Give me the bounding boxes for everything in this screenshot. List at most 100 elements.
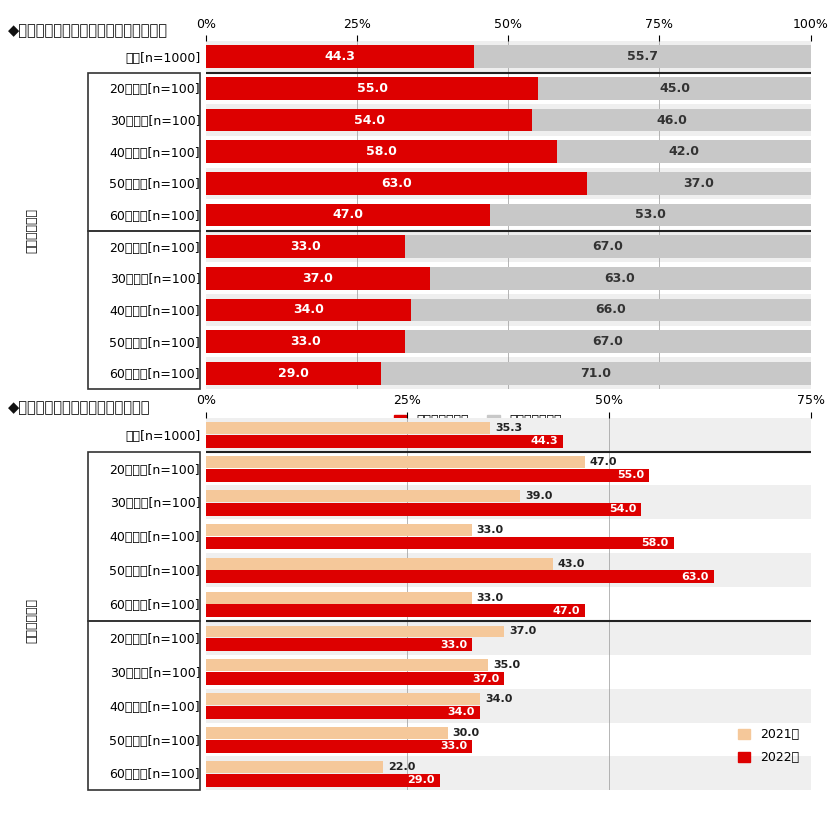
Text: 66.0: 66.0 bbox=[596, 303, 627, 316]
Text: 男女・年代別: 男女・年代別 bbox=[25, 208, 39, 253]
Text: 67.0: 67.0 bbox=[592, 335, 623, 348]
Bar bbox=[206, 536, 674, 550]
Text: 35.0: 35.0 bbox=[493, 660, 520, 670]
Text: 37.0: 37.0 bbox=[509, 627, 536, 636]
Bar bbox=[206, 299, 412, 321]
Bar bbox=[206, 109, 533, 132]
Text: 55.7: 55.7 bbox=[627, 50, 658, 63]
Bar bbox=[206, 722, 811, 757]
Bar bbox=[206, 73, 811, 104]
Bar bbox=[206, 519, 811, 553]
Bar bbox=[206, 740, 472, 753]
Bar bbox=[206, 168, 811, 199]
Text: 34.0: 34.0 bbox=[485, 695, 512, 704]
Text: 55.0: 55.0 bbox=[617, 470, 644, 480]
Text: 29.0: 29.0 bbox=[407, 775, 435, 785]
Text: ◆これまでに車中泊をしたことがあるか: ◆これまでに車中泊をしたことがあるか bbox=[8, 23, 168, 38]
Text: 男女・年代別: 男女・年代別 bbox=[25, 599, 39, 644]
Bar bbox=[406, 235, 811, 258]
Bar bbox=[206, 486, 811, 519]
Bar bbox=[381, 362, 811, 385]
Bar bbox=[206, 140, 557, 163]
Text: 53.0: 53.0 bbox=[635, 209, 666, 221]
Bar bbox=[206, 435, 563, 448]
Bar bbox=[206, 172, 587, 195]
Bar bbox=[206, 267, 429, 290]
Bar bbox=[206, 418, 811, 451]
Bar bbox=[587, 172, 811, 195]
Bar bbox=[206, 330, 406, 353]
Text: 37.0: 37.0 bbox=[302, 272, 333, 285]
Bar bbox=[206, 326, 811, 357]
Bar bbox=[206, 136, 811, 168]
Text: 63.0: 63.0 bbox=[381, 177, 412, 190]
Bar bbox=[206, 659, 488, 672]
Bar bbox=[206, 456, 585, 468]
Bar bbox=[206, 604, 585, 618]
Bar bbox=[206, 655, 811, 689]
Text: 43.0: 43.0 bbox=[558, 559, 585, 568]
Bar bbox=[206, 706, 480, 719]
Bar bbox=[206, 262, 811, 294]
Bar bbox=[206, 524, 472, 536]
Bar bbox=[206, 77, 538, 100]
Bar bbox=[206, 638, 472, 651]
Text: 37.0: 37.0 bbox=[683, 177, 714, 190]
Bar bbox=[206, 468, 649, 482]
Bar bbox=[206, 362, 381, 385]
Text: 47.0: 47.0 bbox=[333, 209, 364, 221]
Text: 33.0: 33.0 bbox=[290, 240, 321, 253]
Text: 58.0: 58.0 bbox=[365, 145, 396, 158]
Text: 55.0: 55.0 bbox=[357, 82, 387, 95]
Bar bbox=[429, 267, 811, 290]
Bar bbox=[206, 204, 490, 226]
Text: 47.0: 47.0 bbox=[590, 457, 617, 467]
Bar bbox=[206, 503, 641, 516]
Text: 54.0: 54.0 bbox=[609, 505, 637, 514]
Bar bbox=[412, 299, 811, 321]
Bar bbox=[206, 294, 811, 326]
Legend: したことがある, したことはない: したことがある, したことはない bbox=[389, 410, 567, 432]
Text: 47.0: 47.0 bbox=[553, 606, 580, 616]
Bar bbox=[206, 693, 480, 705]
Text: 34.0: 34.0 bbox=[293, 303, 324, 316]
Text: 34.0: 34.0 bbox=[448, 708, 475, 717]
Bar bbox=[206, 231, 811, 262]
Text: 58.0: 58.0 bbox=[642, 538, 669, 548]
Bar bbox=[206, 672, 504, 685]
Bar bbox=[206, 761, 383, 773]
Bar bbox=[206, 571, 714, 583]
Text: 29.0: 29.0 bbox=[278, 367, 309, 380]
Bar bbox=[206, 104, 811, 136]
Text: 63.0: 63.0 bbox=[681, 572, 709, 582]
Text: 33.0: 33.0 bbox=[477, 593, 504, 603]
Text: 37.0: 37.0 bbox=[472, 673, 499, 684]
Text: 54.0: 54.0 bbox=[354, 114, 385, 127]
Bar bbox=[206, 626, 504, 637]
Bar bbox=[206, 45, 474, 68]
Bar bbox=[406, 330, 811, 353]
Bar bbox=[474, 45, 811, 68]
Bar bbox=[206, 591, 472, 604]
Bar bbox=[206, 774, 439, 786]
Bar bbox=[533, 109, 811, 132]
Bar bbox=[557, 140, 811, 163]
Text: 63.0: 63.0 bbox=[605, 272, 636, 285]
Text: 35.3: 35.3 bbox=[496, 423, 522, 433]
Bar bbox=[206, 199, 811, 231]
Text: 33.0: 33.0 bbox=[290, 335, 321, 348]
Bar bbox=[206, 41, 811, 73]
Bar bbox=[206, 553, 811, 587]
Bar bbox=[206, 558, 553, 570]
Text: 44.3: 44.3 bbox=[324, 50, 355, 63]
Text: ◆車中泊をしたことがある人の割合: ◆車中泊をしたことがある人の割合 bbox=[8, 400, 151, 414]
Legend: 2021年, 2022年: 2021年, 2022年 bbox=[732, 723, 805, 769]
Text: 33.0: 33.0 bbox=[440, 640, 467, 649]
Text: 46.0: 46.0 bbox=[656, 114, 687, 127]
Bar bbox=[206, 587, 811, 621]
Text: 67.0: 67.0 bbox=[592, 240, 623, 253]
Bar bbox=[206, 757, 811, 790]
Text: 39.0: 39.0 bbox=[525, 491, 553, 501]
Text: 30.0: 30.0 bbox=[453, 728, 480, 738]
Bar bbox=[490, 204, 811, 226]
